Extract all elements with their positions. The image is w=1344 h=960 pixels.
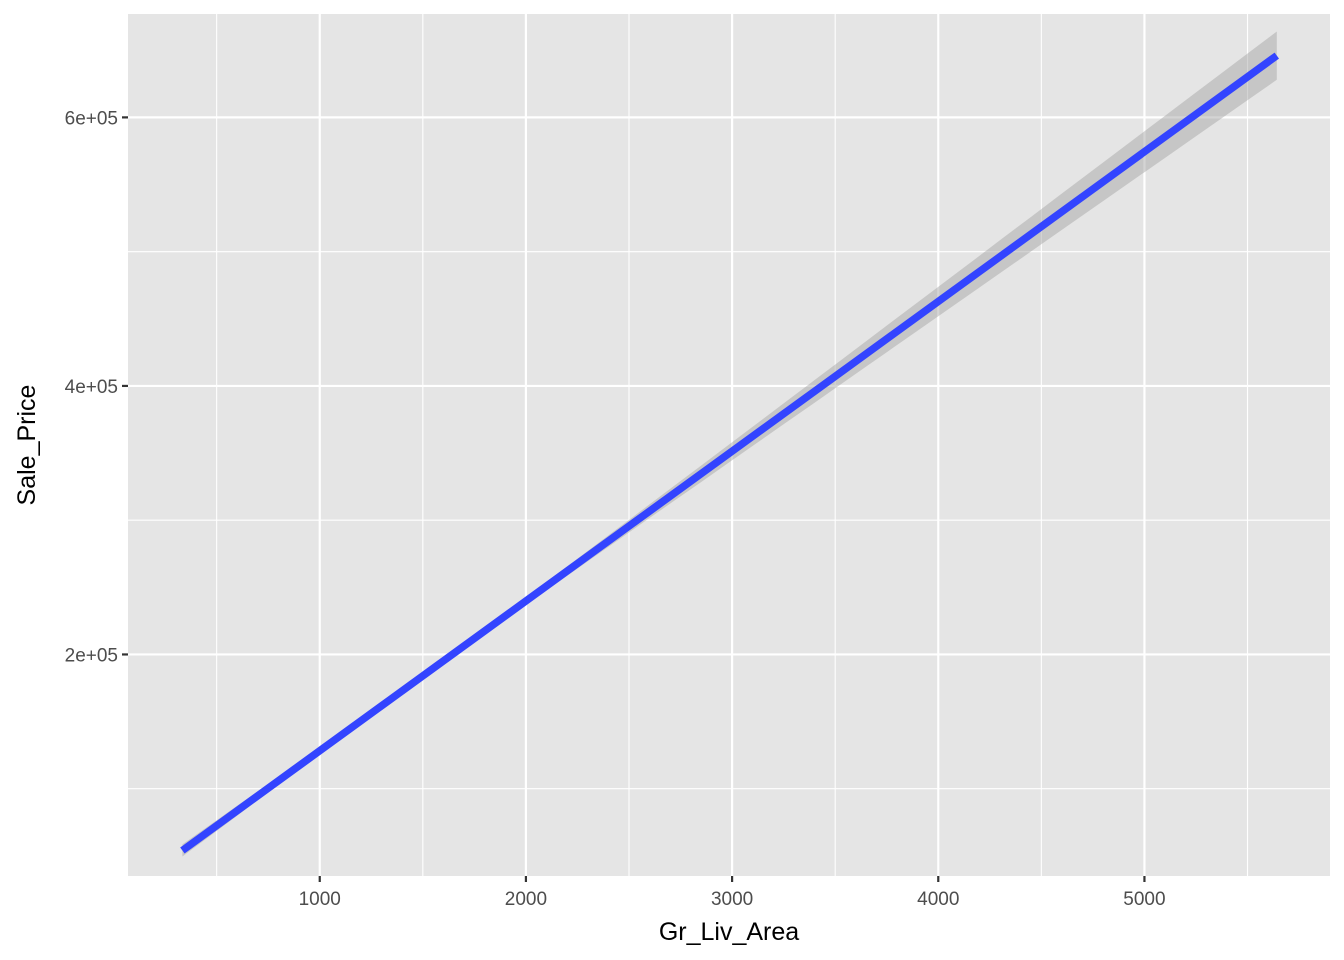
grid-major	[128, 14, 1330, 876]
x-tick-label: 3000	[711, 889, 753, 910]
plot-panel	[128, 14, 1330, 876]
y-axis: 2e+05 4e+05 6e+05	[65, 108, 128, 666]
y-tick-label: 4e+05	[65, 377, 118, 398]
x-tick-label: 4000	[917, 889, 959, 910]
x-axis-title: Gr_Liv_Area	[659, 918, 799, 946]
grid-minor	[128, 14, 1330, 876]
x-tick-label: 2000	[505, 889, 547, 910]
x-tick-label: 5000	[1123, 889, 1165, 910]
regression-line	[180, 52, 1280, 854]
y-axis-title: Sale_Price	[13, 385, 41, 506]
y-tick-label: 2e+05	[65, 645, 118, 666]
series-layer	[180, 31, 1280, 857]
y-tick-label: 6e+05	[65, 108, 118, 129]
x-axis: 1000 2000 3000 4000 5000	[299, 876, 1166, 910]
x-tick-label: 1000	[299, 889, 341, 910]
